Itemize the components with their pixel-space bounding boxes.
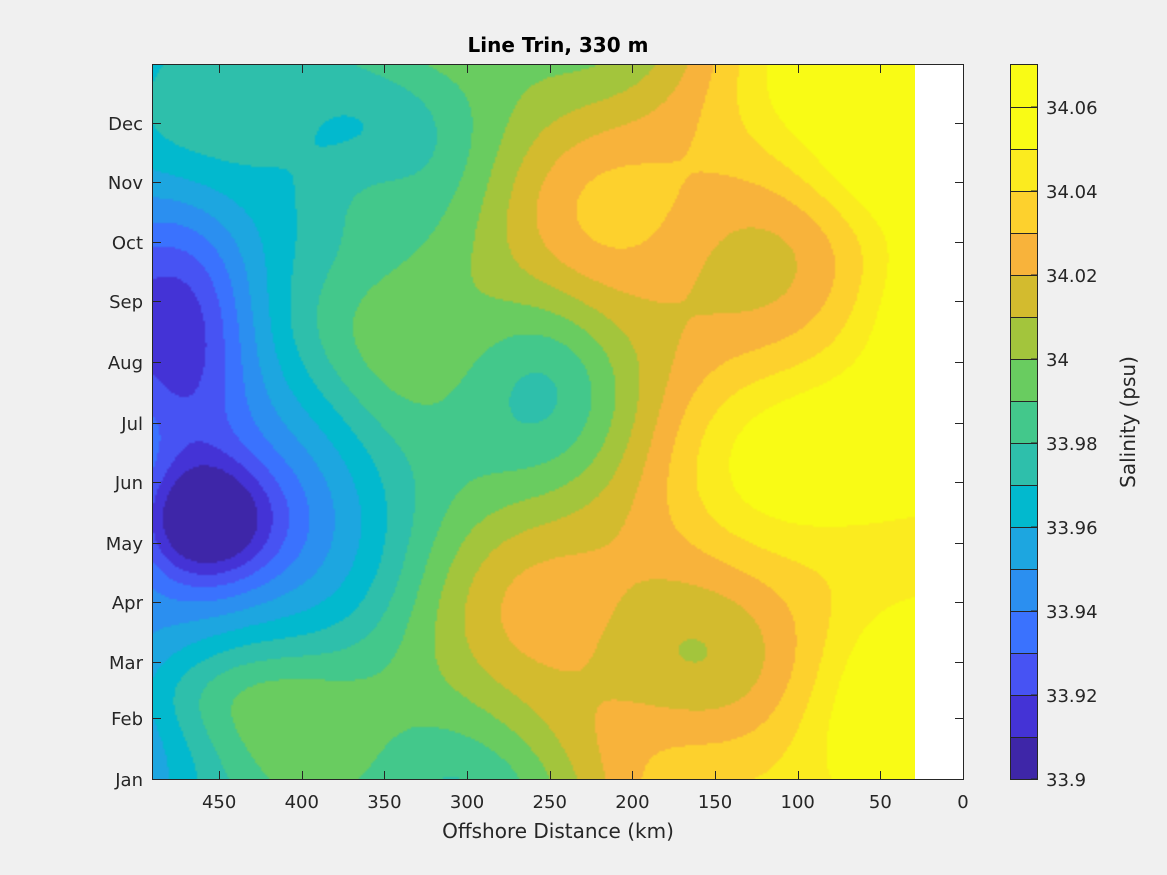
colorbar-swatch — [1011, 359, 1037, 402]
y-tick-label: Aug — [108, 353, 143, 374]
colorbar-swatch — [1011, 233, 1037, 276]
no-data-region — [915, 65, 963, 779]
x-tick-label: 350 — [367, 792, 401, 813]
colorbar-tick-label: 33.9 — [1046, 770, 1086, 791]
y-tick-label: Nov — [108, 173, 143, 194]
colorbar-swatch — [1011, 107, 1037, 150]
x-tick-label: 300 — [450, 792, 484, 813]
x-tick-label: 50 — [869, 792, 892, 813]
x-tick-label: 100 — [781, 792, 815, 813]
colorbar-swatch — [1011, 653, 1037, 696]
colorbar: 33.9 33.92 33.94 33.96 33.98 34 34.02 34.04 34.0… — [1010, 64, 1140, 791]
contour-field — [153, 65, 915, 779]
chart-title: Line Trin, 330 m — [468, 33, 649, 57]
colorbar-swatch — [1011, 317, 1037, 360]
x-tick-label: 400 — [285, 792, 319, 813]
colorbar-tick-label: 33.94 — [1046, 602, 1098, 623]
plot-frame — [152, 64, 964, 780]
colorbar-swatch — [1011, 695, 1037, 738]
y-axis: Jan Feb Mar Apr May Jun Jul Aug Sep Oct Nov Dec — [106, 114, 963, 791]
y-tick-label: Sep — [109, 292, 143, 313]
y-tick-label: Feb — [111, 709, 143, 730]
colorbar-swatch — [1011, 149, 1037, 192]
colorbar-swatch — [1011, 611, 1037, 654]
colorbar-tick-label: 34.06 — [1046, 98, 1098, 119]
colorbar-swatches — [1011, 65, 1037, 780]
colorbar-ticks: 33.9 33.92 33.94 33.96 33.98 34 34.02 34.04 34.0… — [1011, 98, 1098, 791]
colorbar-swatch — [1011, 569, 1037, 612]
colorbar-tick-label: 34 — [1046, 350, 1069, 371]
y-tick-label: Jul — [120, 414, 143, 435]
y-tick-label: Oct — [112, 233, 143, 254]
salinity-contour-image — [153, 65, 915, 779]
colorbar-swatch — [1011, 485, 1037, 528]
y-tick-label: May — [106, 534, 144, 555]
colorbar-swatch — [1011, 737, 1037, 780]
colorbar-swatch — [1011, 401, 1037, 444]
colorbar-tick-label: 34.02 — [1046, 266, 1098, 287]
y-tick-label: Jun — [114, 473, 143, 494]
colorbar-label: Salinity (psu) — [1116, 356, 1140, 488]
colorbar-tick-label: 33.92 — [1046, 686, 1098, 707]
y-tick-label: Mar — [109, 653, 144, 674]
colorbar-tick-label: 33.98 — [1046, 434, 1098, 455]
x-tick-label: 150 — [698, 792, 732, 813]
colorbar-swatch — [1011, 443, 1037, 486]
y-tick-label: Dec — [108, 114, 143, 135]
x-axis-label: Offshore Distance (km) — [442, 819, 674, 843]
colorbar-frame — [1010, 64, 1038, 780]
colorbar-swatch — [1011, 65, 1037, 108]
x-tick-label: 450 — [202, 792, 236, 813]
x-tick-label: 200 — [615, 792, 649, 813]
colorbar-swatch — [1011, 191, 1037, 234]
colorbar-tick-label: 33.96 — [1046, 518, 1098, 539]
colorbar-swatch — [1011, 527, 1037, 570]
x-tick-label: 250 — [533, 792, 567, 813]
colorbar-tick-label: 34.04 — [1046, 182, 1098, 203]
x-axis: 450 400 350 300 250 200 150 100 50 0 — [202, 65, 969, 813]
x-tick-label: 0 — [957, 792, 968, 813]
y-tick-label: Jan — [114, 770, 143, 791]
y-tick-label: Apr — [112, 593, 144, 614]
colorbar-swatch — [1011, 275, 1037, 318]
